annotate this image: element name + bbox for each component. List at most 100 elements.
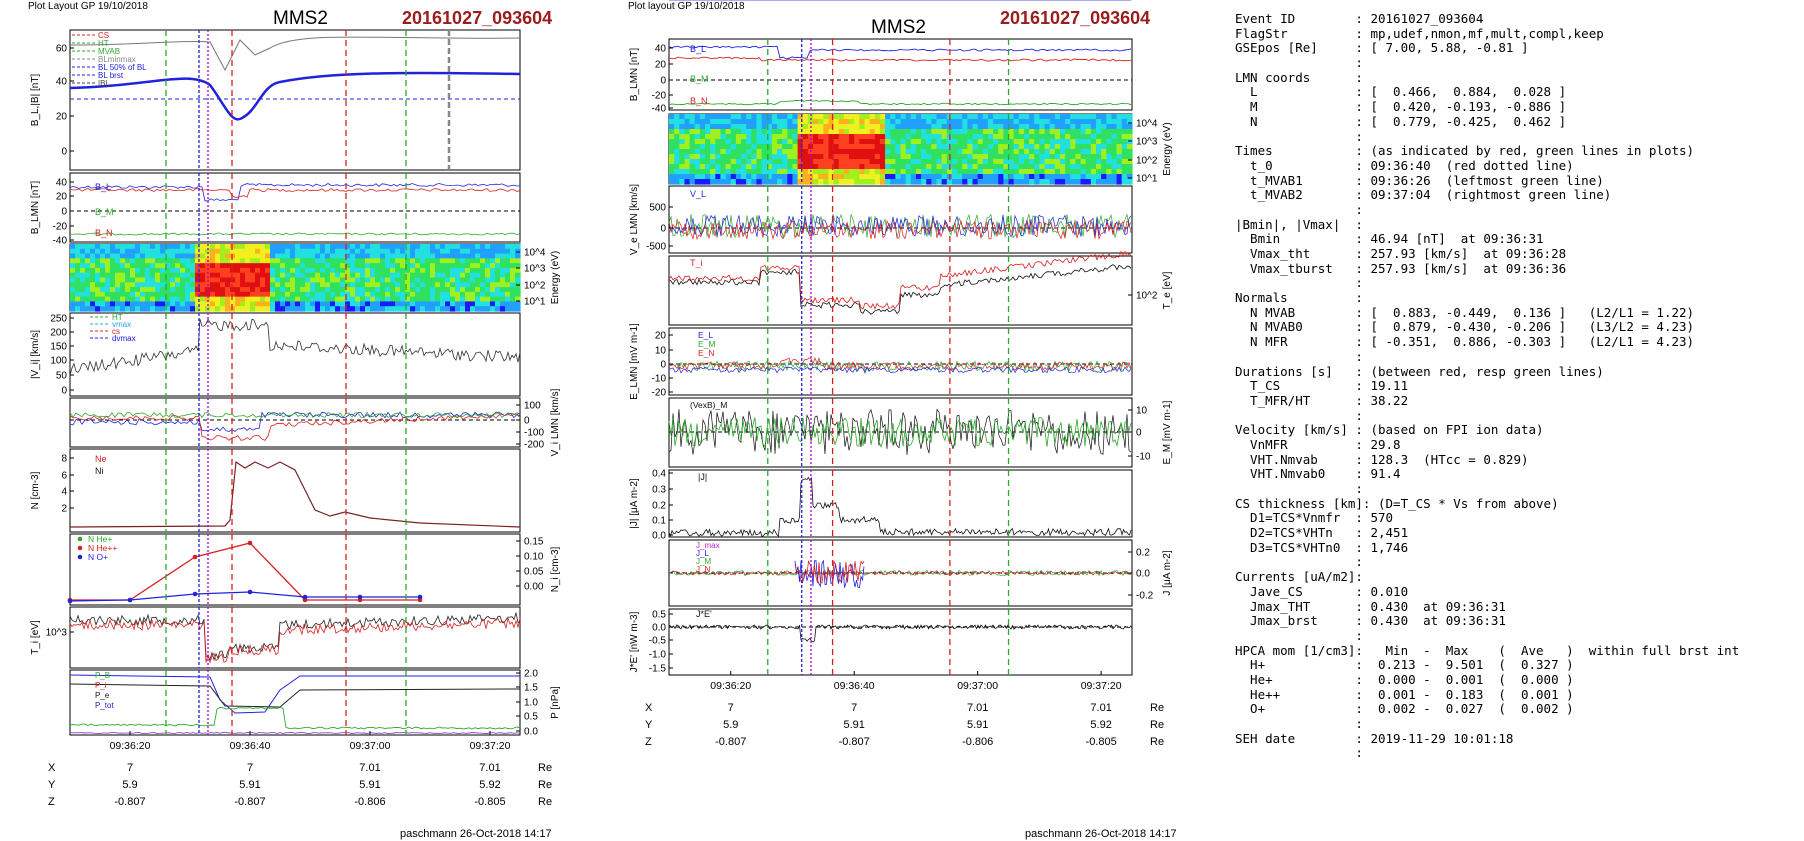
coord-value: 5.92 <box>479 779 500 791</box>
y-tick-label: 1.5 <box>524 683 538 694</box>
y-tick-label: -20 <box>652 388 667 399</box>
summary-line: : <box>1235 275 1363 291</box>
coord-unit: Re <box>538 779 552 791</box>
y-tick-label: 40 <box>56 77 68 88</box>
summary-line: : <box>1235 128 1363 144</box>
y-axis-label: B_LMN [nT] <box>629 48 640 102</box>
summary-line: HPCA mom [1/cm3]: Min - Max ( Ave ) with… <box>1235 642 1740 658</box>
y-axis-label: E_LMN [mV m-1] <box>629 323 640 400</box>
summary-line: N MFR : [ -0.351, 0.886, -0.303 ] (L2/L1… <box>1235 334 1695 350</box>
series-label: Ne <box>95 454 107 464</box>
summary-line: : <box>1235 481 1363 496</box>
y-tick-label: 0.2 <box>1136 548 1150 559</box>
summary-line: N : [ 0.779, -0.425, 0.462 ] <box>1235 113 1567 129</box>
series-label: P_e <box>95 691 110 700</box>
summary-line: Currents [uA/m2]: <box>1235 569 1363 585</box>
right-spacecraft-title: MMS2 <box>871 17 926 38</box>
y-axis-label: P [nPa] <box>550 686 561 719</box>
y-tick-label: 0.5 <box>652 610 666 621</box>
coord-row-label: Y <box>645 719 653 731</box>
summary-line: Jmax_brst : 0.430 at 09:36:31 <box>1235 613 1506 629</box>
summary-line: : <box>1235 201 1363 217</box>
summary-line: Jmax_THT : 0.430 at 09:36:31 <box>1235 598 1506 614</box>
series-label: B_N <box>690 96 708 106</box>
series-label: B_M <box>95 207 114 217</box>
y-tick-label: 0.0 <box>652 623 666 634</box>
panel-n: Ne Ni 8 6 4 2 N [cm-3] <box>30 448 521 533</box>
y-tick-label: -100 <box>524 428 544 439</box>
summary-line: Durations [s] : (between red, resp green… <box>1235 363 1604 379</box>
panel-spec: 10^4 10^3 10^2 10^1 Energy (eV) <box>69 243 561 312</box>
summary-line: GSEpos [Re] : [ 7.00, 5.88, -0.81 ] <box>1235 40 1529 56</box>
summary-line: : <box>1235 745 1363 761</box>
coord-value: 7 <box>127 762 133 774</box>
y-tick-label: 10^2 <box>1136 156 1158 167</box>
y-tick-label: -0.2 <box>1136 591 1154 602</box>
panel-em: (VexB)_M 10 0 -10 E_M [mV m-1] <box>668 397 1173 468</box>
series-label: B_M <box>690 74 709 84</box>
y-tick-label: 0.3 <box>652 485 666 496</box>
series-label: P_tot <box>95 701 114 710</box>
series-label: P_i <box>95 681 107 690</box>
summary-line: CS thickness [km]: (D=T_CS * Vs from abo… <box>1235 495 1559 511</box>
panel-nhe: N He+N He++N O+ 0.15 0.10 0.05 0.00 N_i [cm-3… <box>67 533 561 606</box>
summary-line: SEH date : 2019-11-29 10:01:18 <box>1235 730 1514 746</box>
coord-value: -0.806 <box>962 736 993 748</box>
y-tick-label: 60 <box>56 44 68 55</box>
y-axis-label: B_L,|B| [nT] <box>30 74 41 127</box>
y-tick-label: -1.0 <box>649 650 667 661</box>
series-label: E_N <box>698 348 715 358</box>
y-tick-label: 10^2 <box>524 281 546 292</box>
y-tick-label: 0.00 <box>524 582 544 593</box>
y-tick-label: 0 <box>660 76 666 87</box>
time-tick-label: 09:36:40 <box>834 680 875 692</box>
y-tick-label: 10^3 <box>524 264 546 275</box>
y-axis-label: Energy (eV) <box>550 251 561 304</box>
legend-entry: HT <box>112 313 123 322</box>
legend-entry: cs <box>112 327 120 336</box>
time-tick-label: 09:37:00 <box>957 680 998 692</box>
summary-line: VHT.Nmvab : 128.3 (HTcc = 0.829) <box>1235 451 1529 467</box>
panel-e: E_LE_ME_N 20 10 0 -10 -20 E_LMN [mV m-1] <box>629 323 1133 400</box>
summary-line: FlagStr : mp,udef,nmon,mf,mult,compl,kee… <box>1235 25 1604 41</box>
series-label: J_M <box>696 557 711 566</box>
summary-line: VnMFR : 29.8 <box>1235 436 1401 452</box>
y-tick-label: 10^3 <box>46 628 68 639</box>
series-label: E_L <box>698 330 713 340</box>
y-tick-label: 0.15 <box>524 537 544 548</box>
panel-j: |J| 0.4 0.3 0.2 0.1 0.0 |J| [μA m-2] <box>629 469 1133 542</box>
y-tick-label: 50 <box>56 371 68 382</box>
y-tick-label: 0.1 <box>652 516 666 527</box>
summary-line: D3=TCS*VHTn0 : 1,746 <box>1235 539 1409 555</box>
coord-unit: Re <box>538 796 552 808</box>
y-tick-label: 0.2 <box>652 501 666 512</box>
coord-row-label: X <box>48 762 56 774</box>
y-tick-label: 100 <box>524 401 541 412</box>
series-label: P_B <box>95 671 110 680</box>
coord-unit: Re <box>1150 736 1164 748</box>
coord-value: 7 <box>247 762 253 774</box>
y-tick-label: -500 <box>646 242 666 253</box>
series-label: J*E' <box>696 609 712 619</box>
summary-line: T_MFR/HT : 38.22 <box>1235 392 1409 408</box>
y-tick-label: 0.0 <box>524 727 538 738</box>
y-tick-label: 0.05 <box>524 567 544 578</box>
panel-te: T_i 10^2 T_e [eV] <box>668 250 1173 326</box>
coord-value: -0.807 <box>234 796 265 808</box>
left-plot-layout-label: Plot Layout GP 19/10/2018 <box>28 1 148 12</box>
y-tick-label: 500 <box>649 203 666 214</box>
legend-entry: BLminmax <box>98 55 136 64</box>
coord-value: 5.9 <box>122 779 137 791</box>
y-tick-label: 10^3 <box>1136 137 1158 148</box>
y-tick-label: 0 <box>61 386 67 397</box>
coord-value: 5.9 <box>723 719 738 731</box>
summary-line: Vmax_tht : 257.93 [km/s] at 09:36:28 <box>1235 246 1567 261</box>
y-axis-label: T_e [eV] <box>1162 271 1173 309</box>
coord-value: 5.91 <box>359 779 380 791</box>
summary-line: Velocity [km/s] : (based on FPI ion data… <box>1235 422 1544 438</box>
coord-unit: Re <box>1150 702 1164 714</box>
coord-unit: Re <box>538 762 552 774</box>
